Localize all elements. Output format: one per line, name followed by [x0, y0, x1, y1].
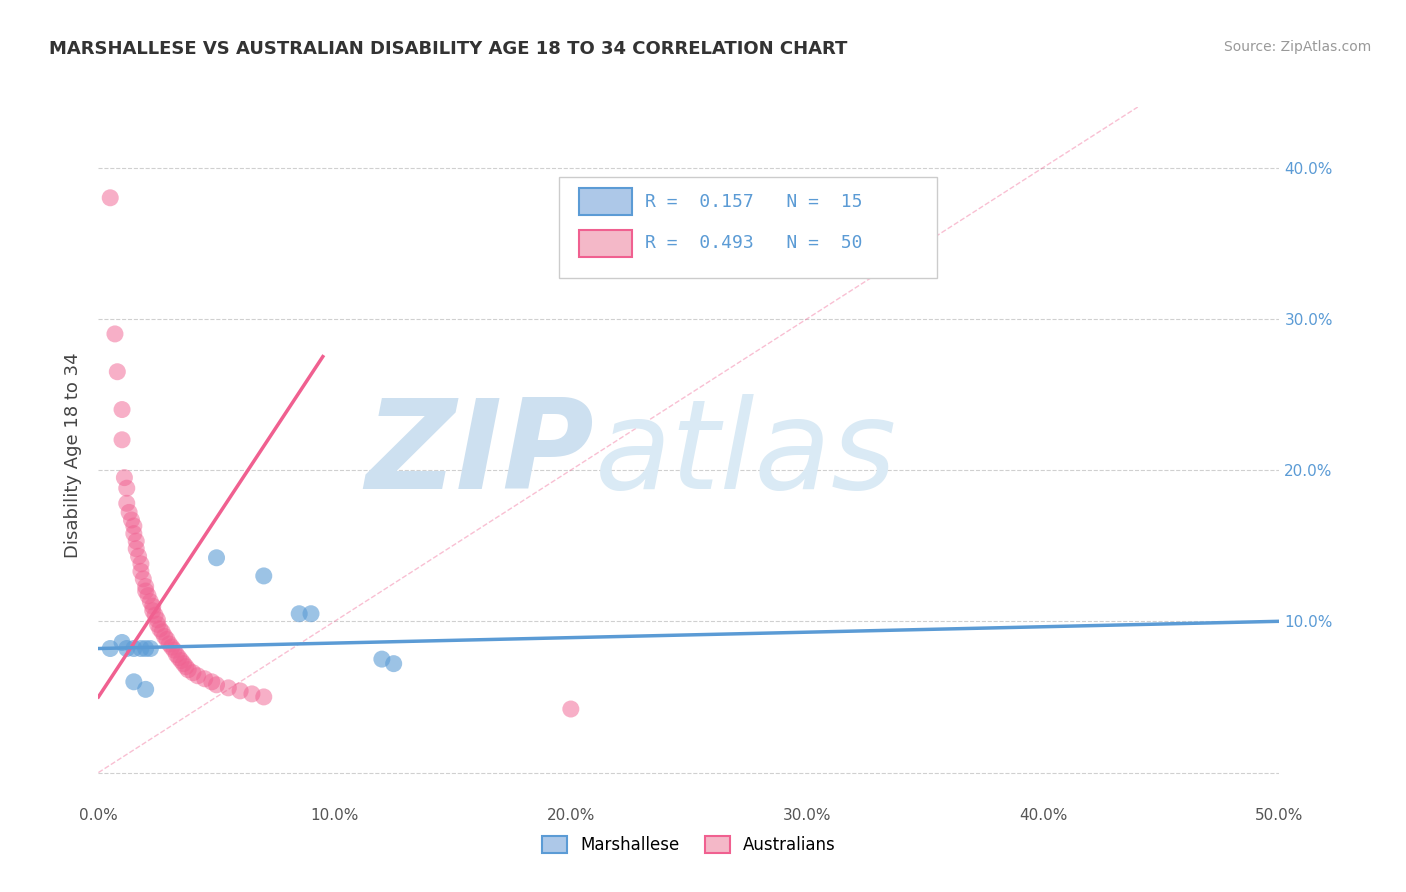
- Point: [149, 622, 172, 636]
- Point: [135, 641, 157, 656]
- Point: [142, 604, 165, 618]
- Point: [135, 580, 157, 594]
- Point: [167, 650, 190, 665]
- FancyBboxPatch shape: [560, 177, 936, 277]
- Point: [139, 594, 162, 608]
- Point: [111, 402, 134, 417]
- Point: [153, 629, 176, 643]
- Point: [136, 589, 159, 603]
- Text: Source: ZipAtlas.com: Source: ZipAtlas.com: [1223, 40, 1371, 54]
- Point: [129, 641, 152, 656]
- Point: [201, 674, 224, 689]
- Point: [125, 534, 148, 549]
- Text: atlas: atlas: [595, 394, 897, 516]
- Point: [104, 326, 127, 341]
- Point: [187, 669, 209, 683]
- Point: [135, 682, 157, 697]
- Point: [121, 513, 143, 527]
- Point: [288, 607, 311, 621]
- Point: [129, 557, 152, 571]
- Point: [135, 584, 157, 599]
- Point: [122, 519, 145, 533]
- Point: [111, 635, 134, 649]
- Point: [98, 191, 121, 205]
- Point: [122, 526, 145, 541]
- Point: [122, 674, 145, 689]
- Point: [299, 607, 322, 621]
- Point: [205, 550, 228, 565]
- Point: [98, 641, 121, 656]
- Point: [229, 684, 252, 698]
- Point: [139, 641, 162, 656]
- Point: [174, 659, 197, 673]
- Point: [371, 652, 394, 666]
- Point: [146, 617, 169, 632]
- Y-axis label: Disability Age 18 to 34: Disability Age 18 to 34: [65, 352, 83, 558]
- Point: [150, 624, 173, 639]
- Point: [181, 665, 204, 680]
- Point: [128, 549, 150, 564]
- Point: [160, 640, 183, 654]
- Point: [146, 613, 169, 627]
- Point: [143, 608, 166, 623]
- Point: [142, 599, 165, 614]
- Bar: [579, 230, 633, 257]
- Point: [111, 433, 134, 447]
- Point: [129, 565, 152, 579]
- Point: [165, 648, 187, 662]
- Point: [170, 654, 193, 668]
- Point: [177, 663, 200, 677]
- Point: [157, 637, 180, 651]
- Point: [253, 569, 276, 583]
- Point: [172, 657, 194, 671]
- Point: [560, 702, 582, 716]
- Point: [217, 681, 239, 695]
- Legend: Marshallese, Australians: Marshallese, Australians: [536, 829, 842, 861]
- Text: ZIP: ZIP: [366, 394, 595, 516]
- Point: [122, 641, 145, 656]
- Point: [105, 365, 128, 379]
- Point: [115, 481, 138, 495]
- Point: [163, 643, 186, 657]
- Point: [205, 678, 228, 692]
- Point: [132, 572, 155, 586]
- Text: R =  0.493   N =  50: R = 0.493 N = 50: [645, 235, 863, 252]
- Point: [382, 657, 405, 671]
- Bar: [579, 188, 633, 215]
- Text: MARSHALLESE VS AUSTRALIAN DISABILITY AGE 18 TO 34 CORRELATION CHART: MARSHALLESE VS AUSTRALIAN DISABILITY AGE…: [49, 40, 848, 58]
- Point: [240, 687, 263, 701]
- Point: [115, 641, 138, 656]
- Text: R =  0.157   N =  15: R = 0.157 N = 15: [645, 193, 863, 211]
- Point: [112, 470, 135, 484]
- Point: [156, 632, 179, 647]
- Point: [253, 690, 276, 704]
- Point: [118, 505, 141, 519]
- Point: [115, 496, 138, 510]
- Point: [125, 541, 148, 556]
- Point: [194, 672, 217, 686]
